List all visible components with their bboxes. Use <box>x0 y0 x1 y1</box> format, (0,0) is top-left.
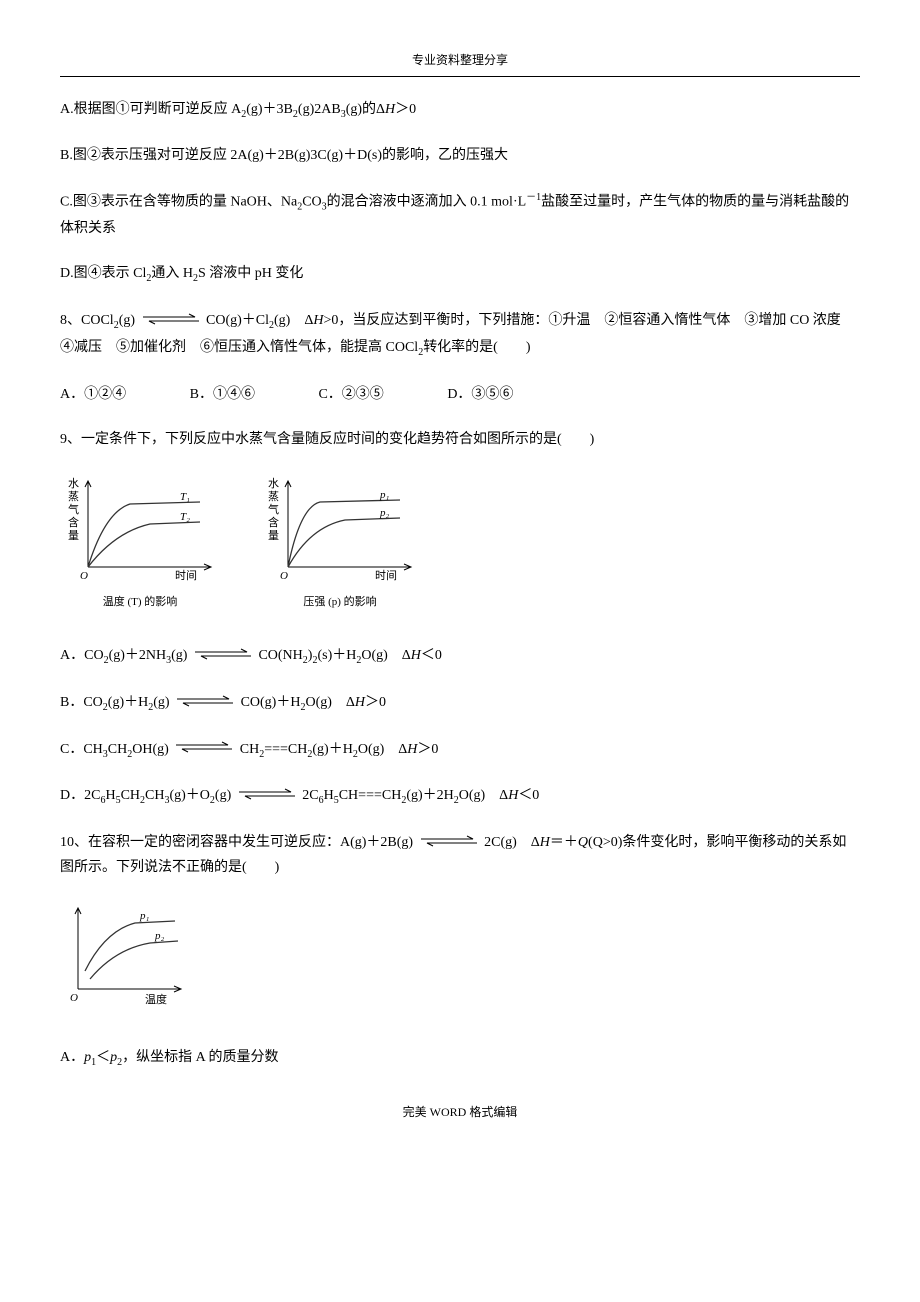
page-header: 专业资料整理分享 <box>60 50 860 77</box>
question-8-options: A．①②④ B．①④⑥ C．②③⑤ D．③⑤⑥ <box>60 382 860 407</box>
q8-opt-a: A．①②④ <box>60 382 126 407</box>
q9-opt-c: C．CH3CH2OH(g) CH2===CH2(g)＋H2O(g) ΔH＞0 <box>60 737 860 764</box>
q9-opt-a: A．CO2(g)＋2NH3(g) CO(NH2)2(s)＋H2O(g) ΔH＜0 <box>60 643 860 670</box>
svg-text:时间: 时间 <box>175 569 197 582</box>
svg-text:O: O <box>80 570 88 582</box>
question-9: 9、一定条件下，下列反应中水蒸气含量随反应时间的变化趋势符合如图所示的是( ) <box>60 427 860 452</box>
q9-charts: 水蒸气含量 T₁ T₂ O 时间 温度 (T) 的影响 水蒸气含量 p₁ p₂ … <box>60 472 860 613</box>
svg-text:T₁: T₁ <box>180 491 190 503</box>
q9-opt-b: B．CO2(g)＋H2(g) CO(g)＋H2O(g) ΔH＞0 <box>60 690 860 717</box>
svg-text:温度: 温度 <box>145 992 167 1006</box>
q9-opt-d: D．2C6H5CH2CH3(g)＋O2(g) 2C6H5CH===CH2(g)＋… <box>60 783 860 810</box>
svg-text:气: 气 <box>268 502 279 516</box>
option-d: D.图④表示 Cl2通入 H2S 溶液中 pH 变化 <box>60 261 860 288</box>
equilibrium-icon <box>141 312 201 326</box>
q8-opt-b: B．①④⑥ <box>190 382 255 407</box>
equilibrium-icon <box>419 834 479 848</box>
svg-text:T₂: T₂ <box>180 511 190 523</box>
svg-text:含: 含 <box>68 515 79 529</box>
svg-text:p₂: p₂ <box>154 930 165 942</box>
equilibrium-icon <box>237 787 297 801</box>
svg-text:蒸: 蒸 <box>268 490 279 503</box>
svg-text:量: 量 <box>68 529 79 542</box>
svg-text:量: 量 <box>268 529 279 542</box>
q10-opt-a: A．p1＜p2，纵坐标指 A 的质量分数 <box>60 1045 860 1072</box>
equilibrium-icon <box>175 694 235 708</box>
svg-text:O: O <box>70 992 78 1004</box>
q8-opt-c: C．②③⑤ <box>318 382 383 407</box>
q10-chart: p₁ p₂ O 温度 <box>60 901 190 1020</box>
svg-text:O: O <box>280 570 288 582</box>
question-10: 10、在容积一定的密闭容器中发生可逆反应：A(g)＋2B(g) 2C(g) ΔH… <box>60 830 860 880</box>
page-footer: 完美 WORD 格式编辑 <box>60 1102 860 1124</box>
chart-svg-2: 水蒸气含量 p₁ p₂ O 时间 <box>260 472 420 582</box>
question-8: 8、COCl2(g) CO(g)＋Cl2(g) ΔH>0，当反应达到平衡时，下列… <box>60 308 860 362</box>
svg-text:水: 水 <box>68 477 79 490</box>
equilibrium-icon <box>193 647 253 661</box>
chart-svg-3: p₁ p₂ O 温度 <box>60 901 190 1011</box>
chart2-caption: 压强 (p) 的影响 <box>260 593 420 613</box>
option-a: A.根据图①可判断可逆反应 A2(g)＋3B2(g)2AB3(g)的ΔH＞0 <box>60 97 860 124</box>
option-c: C.图③表示在含等物质的量 NaOH、Na2CO3的混合溶液中逐滴加入 0.1 … <box>60 189 860 242</box>
q8-opt-d: D．③⑤⑥ <box>447 382 513 407</box>
q9-chart-pressure: 水蒸气含量 p₁ p₂ O 时间 压强 (p) 的影响 <box>260 472 420 613</box>
svg-text:p₁: p₁ <box>139 910 150 922</box>
option-b: B.图②表示压强对可逆反应 2A(g)＋2B(g)3C(g)＋D(s)的影响，乙… <box>60 143 860 168</box>
svg-text:时间: 时间 <box>375 569 397 582</box>
svg-text:水: 水 <box>268 477 279 490</box>
chart1-caption: 温度 (T) 的影响 <box>60 593 220 613</box>
equilibrium-icon <box>174 740 234 754</box>
svg-text:p₁: p₁ <box>379 489 390 501</box>
svg-text:气: 气 <box>68 502 79 516</box>
chart-svg-1: 水蒸气含量 T₁ T₂ O 时间 <box>60 472 220 582</box>
svg-text:蒸: 蒸 <box>68 490 79 503</box>
svg-text:p₂: p₂ <box>379 507 390 519</box>
q9-chart-temperature: 水蒸气含量 T₁ T₂ O 时间 温度 (T) 的影响 <box>60 472 220 613</box>
svg-text:含: 含 <box>268 515 279 529</box>
